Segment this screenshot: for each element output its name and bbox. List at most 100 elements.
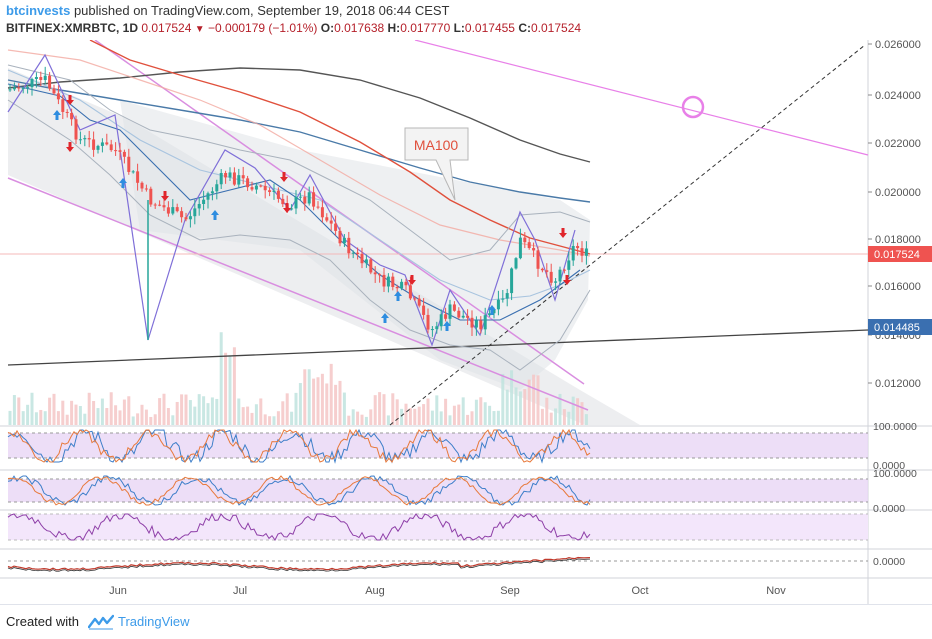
candle-body[interactable] (210, 191, 214, 194)
candle-body[interactable] (48, 75, 52, 89)
candle-body[interactable] (386, 276, 390, 287)
candle-body[interactable] (166, 207, 170, 214)
candle-body[interactable] (26, 87, 30, 89)
candle-body[interactable] (439, 314, 443, 327)
candle-body[interactable] (492, 309, 496, 314)
candle-body[interactable] (52, 88, 56, 94)
candle-body[interactable] (12, 87, 16, 90)
candle-body[interactable] (347, 237, 351, 254)
candle-body[interactable] (334, 223, 338, 231)
candle-body[interactable] (505, 293, 509, 299)
candle-body[interactable] (100, 142, 104, 146)
candle-body[interactable] (96, 145, 100, 150)
candle-body[interactable] (197, 203, 201, 209)
candle-body[interactable] (444, 314, 448, 319)
candle-body[interactable] (527, 242, 531, 249)
candle-body[interactable] (263, 185, 267, 191)
candle-body[interactable] (351, 252, 355, 254)
candle-body[interactable] (501, 298, 505, 300)
channel-upper-line[interactable] (94, 40, 585, 385)
candle-body[interactable] (272, 190, 276, 193)
candle-body[interactable] (74, 119, 78, 140)
candle-body[interactable] (215, 184, 219, 192)
candle-body[interactable] (193, 208, 197, 217)
candle-body[interactable] (136, 171, 140, 183)
candle-body[interactable] (580, 248, 584, 256)
candle-body[interactable] (224, 172, 228, 178)
candle-body[interactable] (435, 326, 439, 330)
candle-body[interactable] (109, 144, 113, 151)
ma-blue-line[interactable] (7, 79, 591, 203)
candle-body[interactable] (122, 151, 126, 157)
candle-body[interactable] (114, 150, 118, 152)
candle-body[interactable] (188, 216, 192, 220)
candle-body[interactable] (562, 269, 566, 271)
candle-body[interactable] (466, 315, 470, 318)
candle-body[interactable] (246, 178, 250, 188)
candle-body[interactable] (298, 196, 302, 198)
candle-body[interactable] (70, 112, 74, 120)
candle-body[interactable] (290, 208, 294, 210)
candle-body[interactable] (514, 258, 518, 269)
candle-body[interactable] (34, 77, 38, 79)
tradingview-brand[interactable]: TradingView (118, 614, 190, 629)
candle-body[interactable] (43, 75, 47, 81)
candle-body[interactable] (549, 271, 553, 283)
candle-body[interactable] (540, 268, 544, 271)
candle-body[interactable] (483, 315, 487, 330)
candle-body[interactable] (30, 78, 34, 88)
candle-body[interactable] (92, 139, 96, 150)
target-circle[interactable] (681, 95, 705, 119)
candle-body[interactable] (430, 329, 434, 331)
candle-body[interactable] (364, 259, 368, 264)
candle-body[interactable] (457, 310, 461, 318)
candle-body[interactable] (532, 248, 536, 251)
candle-body[interactable] (56, 93, 60, 100)
candle-body[interactable] (479, 320, 483, 330)
candle-body[interactable] (228, 172, 232, 178)
candle-body[interactable] (232, 172, 236, 185)
candle-body[interactable] (153, 204, 157, 206)
candle-body[interactable] (496, 299, 500, 310)
candle-body[interactable] (118, 150, 122, 152)
long-resistance-line[interactable] (414, 40, 869, 156)
candle-body[interactable] (382, 274, 386, 287)
candle-body[interactable] (518, 237, 522, 259)
candle-body[interactable] (408, 285, 412, 299)
candle-body[interactable] (268, 190, 272, 193)
tradingview-logo-icon[interactable] (88, 613, 114, 631)
candle-body[interactable] (413, 298, 417, 300)
candle-body[interactable] (448, 304, 452, 319)
candle-body[interactable] (105, 142, 109, 145)
candle-body[interactable] (17, 87, 21, 89)
candle-body[interactable] (470, 317, 474, 328)
candle-body[interactable] (391, 276, 395, 287)
ma-dark-line[interactable] (7, 67, 591, 163)
candle-body[interactable] (140, 182, 144, 189)
candle-body[interactable] (21, 88, 25, 90)
candle-body[interactable] (158, 204, 162, 206)
candle-body[interactable] (510, 268, 514, 294)
candle-body[interactable] (320, 207, 324, 218)
candle-body[interactable] (237, 175, 241, 185)
candle-body[interactable] (127, 156, 131, 172)
author-link[interactable]: btcinvests (6, 3, 71, 18)
candle-body[interactable] (202, 199, 206, 204)
candle-body[interactable] (488, 313, 492, 316)
candle-body[interactable] (276, 190, 280, 199)
candle-body[interactable] (162, 205, 166, 208)
candle-body[interactable] (571, 245, 575, 261)
candle-body[interactable] (250, 187, 254, 190)
candle-body[interactable] (281, 198, 285, 205)
candle-body[interactable] (83, 138, 87, 140)
candle-body[interactable] (554, 281, 558, 283)
candle-body[interactable] (78, 139, 82, 141)
candle-body[interactable] (254, 185, 258, 190)
candle-body[interactable] (241, 175, 245, 179)
candle-body[interactable] (536, 250, 540, 269)
dashed-trendline[interactable] (389, 44, 866, 426)
candle-body[interactable] (378, 274, 382, 276)
candle-body[interactable] (144, 188, 148, 190)
candle-body[interactable] (417, 298, 421, 306)
candle-body[interactable] (338, 230, 342, 244)
